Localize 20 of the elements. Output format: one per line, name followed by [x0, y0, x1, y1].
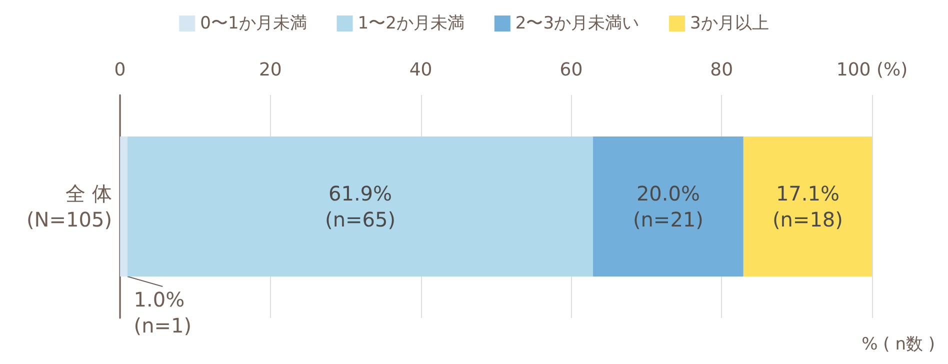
legend-label: 2〜3か月未満い	[515, 14, 640, 34]
data-label: 20.0% (n=21)	[632, 182, 704, 232]
x-tick-label: 20	[258, 60, 282, 80]
data-label: 1.0% (n=1)	[134, 288, 192, 338]
x-tick-label: 40	[409, 60, 432, 80]
bar	[120, 136, 128, 276]
bar	[743, 136, 872, 276]
x-tick-label: 0	[114, 60, 126, 80]
x-tick-label: 60	[560, 60, 583, 80]
legend-label: 3か月以上	[690, 14, 769, 34]
data-label: 17.1% (n=18)	[772, 182, 843, 232]
data-label: 61.9% (n=65)	[325, 182, 396, 232]
x-axis-title: % ( n数 )	[862, 334, 935, 354]
bar	[128, 136, 594, 276]
y-tick-label: 全 体 (N=105)	[26, 182, 112, 232]
bar	[593, 136, 744, 276]
legend-label: 0〜1か月未満	[200, 14, 307, 34]
x-tick-label: 100 (%)	[836, 60, 908, 80]
legend-label: 1〜2か月未満	[358, 14, 464, 34]
x-tick-label: 80	[710, 60, 734, 80]
